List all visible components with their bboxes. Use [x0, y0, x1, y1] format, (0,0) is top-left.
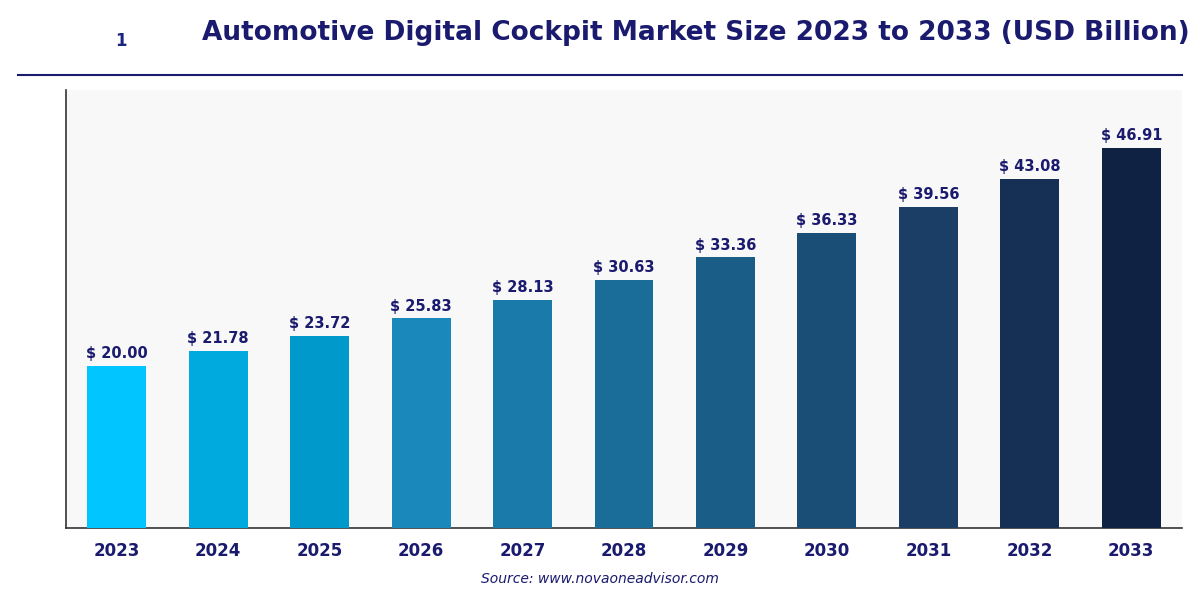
Text: $ 33.36: $ 33.36 [695, 238, 756, 253]
Text: $ 25.83: $ 25.83 [390, 299, 452, 314]
Text: $ 20.00: $ 20.00 [86, 346, 148, 361]
Bar [88, 366, 146, 528]
Text: Automotive Digital Cockpit Market Size 2023 to 2033 (USD Billion): Automotive Digital Cockpit Market Size 2… [202, 20, 1190, 46]
Bar [391, 319, 450, 528]
Bar [798, 233, 857, 528]
Text: $ 43.08: $ 43.08 [1000, 159, 1061, 174]
Text: Source: www.novaoneadvisor.com: Source: www.novaoneadvisor.com [481, 572, 719, 586]
Text: ADVISOR: ADVISOR [137, 34, 204, 47]
Text: 1: 1 [115, 31, 127, 49]
Bar [899, 207, 958, 528]
Bar [112, 22, 131, 58]
Bar [493, 300, 552, 528]
Text: $ 39.56: $ 39.56 [898, 187, 959, 202]
Text: $ 28.13: $ 28.13 [492, 280, 553, 295]
Bar [696, 257, 755, 528]
Text: $ 36.33: $ 36.33 [797, 214, 858, 229]
Bar [1102, 148, 1160, 528]
Bar [188, 352, 247, 528]
Text: NOVA: NOVA [67, 31, 119, 49]
Text: $ 23.72: $ 23.72 [289, 316, 350, 331]
Text: $ 21.78: $ 21.78 [187, 331, 248, 346]
Bar [1001, 179, 1060, 528]
Text: $ 30.63: $ 30.63 [593, 260, 655, 275]
Bar [594, 280, 654, 528]
Bar [290, 335, 349, 528]
Text: $ 46.91: $ 46.91 [1100, 128, 1162, 143]
